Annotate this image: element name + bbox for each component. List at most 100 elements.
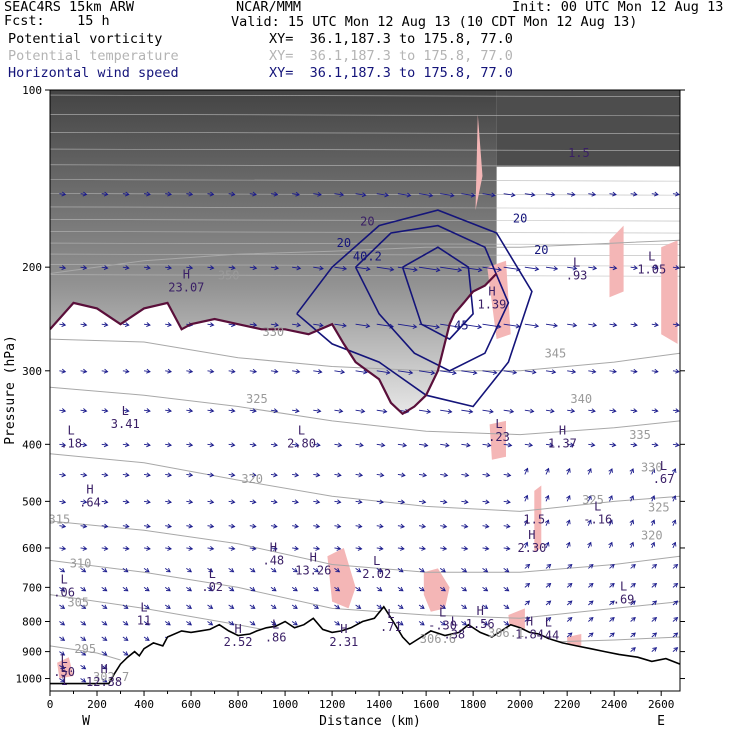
wind-vector-head [400, 523, 405, 529]
wind-vector [651, 647, 657, 652]
wind-vector [651, 443, 658, 446]
wind-vector-head [633, 368, 638, 374]
wind-vector [397, 500, 405, 503]
extremum-marker: L [660, 459, 667, 473]
wind-vector-head [572, 322, 578, 328]
extremum-value: 1.05 [637, 262, 666, 276]
wind-vector [165, 323, 172, 326]
wind-vector-head [497, 267, 502, 272]
wind-vector [143, 370, 151, 373]
wind-vector [524, 600, 530, 606]
extremum-value: .06 [53, 585, 75, 599]
wind-vector [207, 525, 214, 528]
wind-vector [524, 542, 528, 549]
plot-frame [49, 89, 681, 692]
wind-vector [630, 632, 636, 638]
wind-vector [503, 586, 509, 592]
wind-vector-head [632, 408, 638, 414]
wind-vector-head [340, 369, 346, 375]
wind-vector [143, 621, 150, 626]
extremum-value: 11 [137, 614, 151, 628]
wind-vector [101, 500, 108, 503]
wind-vector-head [81, 678, 87, 683]
theta-label: 325 [582, 493, 604, 507]
wind-vector [313, 547, 320, 550]
extremum-marker: H [183, 268, 190, 282]
wind-vector-head [209, 408, 215, 414]
wind-vector [270, 500, 278, 503]
wind-vector [672, 600, 678, 606]
wind-vector [672, 542, 676, 549]
wind-vector-head [273, 499, 278, 505]
wind-vector-head [550, 192, 556, 197]
wind-vector [545, 370, 556, 373]
wind-vector [376, 604, 382, 609]
extremum-value: 1.39 [477, 297, 506, 311]
wind-vector [80, 443, 87, 446]
wind-vector [461, 443, 470, 447]
wind-vector [587, 495, 592, 502]
wind-vector [630, 583, 636, 588]
wind-vector [397, 193, 411, 196]
wind-vector-head [188, 545, 194, 551]
wind-vector [355, 604, 361, 609]
wind-vector-head [146, 442, 151, 448]
wind-vector [524, 409, 534, 412]
wind-vector [270, 525, 277, 528]
wind-vector [101, 193, 108, 195]
wind-vector [482, 266, 502, 271]
wind-vector [334, 443, 342, 446]
wind-vector-head [428, 192, 434, 198]
wind-vector-head [421, 499, 427, 505]
wind-vector [59, 500, 66, 503]
wind-vector [80, 370, 87, 373]
wind-vector-head [466, 442, 471, 448]
wind-vector-head [295, 191, 301, 197]
wind-vector [101, 409, 108, 412]
wind-vector-head [124, 265, 130, 271]
wind-vector-head [251, 499, 257, 505]
theta-label: 305 [67, 596, 89, 610]
wind-vector-head [209, 191, 215, 197]
wind-vector [672, 370, 680, 373]
wind-vector-head [209, 265, 215, 271]
pv-high-region [534, 485, 542, 553]
wind-vector [524, 193, 535, 196]
wind-vector-head [592, 265, 598, 271]
wind-vector-head [146, 368, 151, 374]
wind-vector [207, 547, 214, 550]
wind-vector [101, 651, 107, 656]
extremum-value: .44 [538, 628, 560, 642]
wind-vector [418, 443, 428, 447]
init-time: Init: 00 UTC Mon 12 Aug 13 [512, 0, 724, 15]
wind-vector [207, 473, 214, 476]
wind-vector [270, 568, 277, 573]
wind-vector-head [378, 545, 384, 551]
wind-vector-head [567, 632, 573, 638]
wind-vector [59, 266, 66, 269]
wind-vector [524, 370, 536, 373]
wind-vector [503, 547, 510, 550]
wind-vector-head [229, 568, 235, 573]
wind-vector [291, 568, 298, 573]
wind-vector-head [406, 192, 412, 198]
wind-vector-head [103, 265, 109, 271]
wind-vector [165, 370, 172, 373]
wind-vector-head [357, 499, 363, 505]
wind-vector [609, 542, 613, 549]
pv-high-region [327, 548, 356, 609]
wind-vector [101, 525, 108, 528]
wind-vector [376, 586, 382, 592]
wind-vector [672, 564, 678, 569]
wind-vector-head [60, 621, 66, 626]
wind-vector-head [103, 322, 109, 328]
wind-vector [651, 468, 655, 475]
wind-vector-head [402, 442, 408, 448]
wind-vector [249, 621, 256, 626]
wind-vector-head [81, 568, 87, 573]
extremum-value: .38 [443, 627, 465, 641]
wind-vector-head [441, 621, 446, 626]
wind-vector-head [421, 545, 426, 551]
wind-vector [101, 665, 107, 670]
wind-vector [609, 266, 617, 269]
